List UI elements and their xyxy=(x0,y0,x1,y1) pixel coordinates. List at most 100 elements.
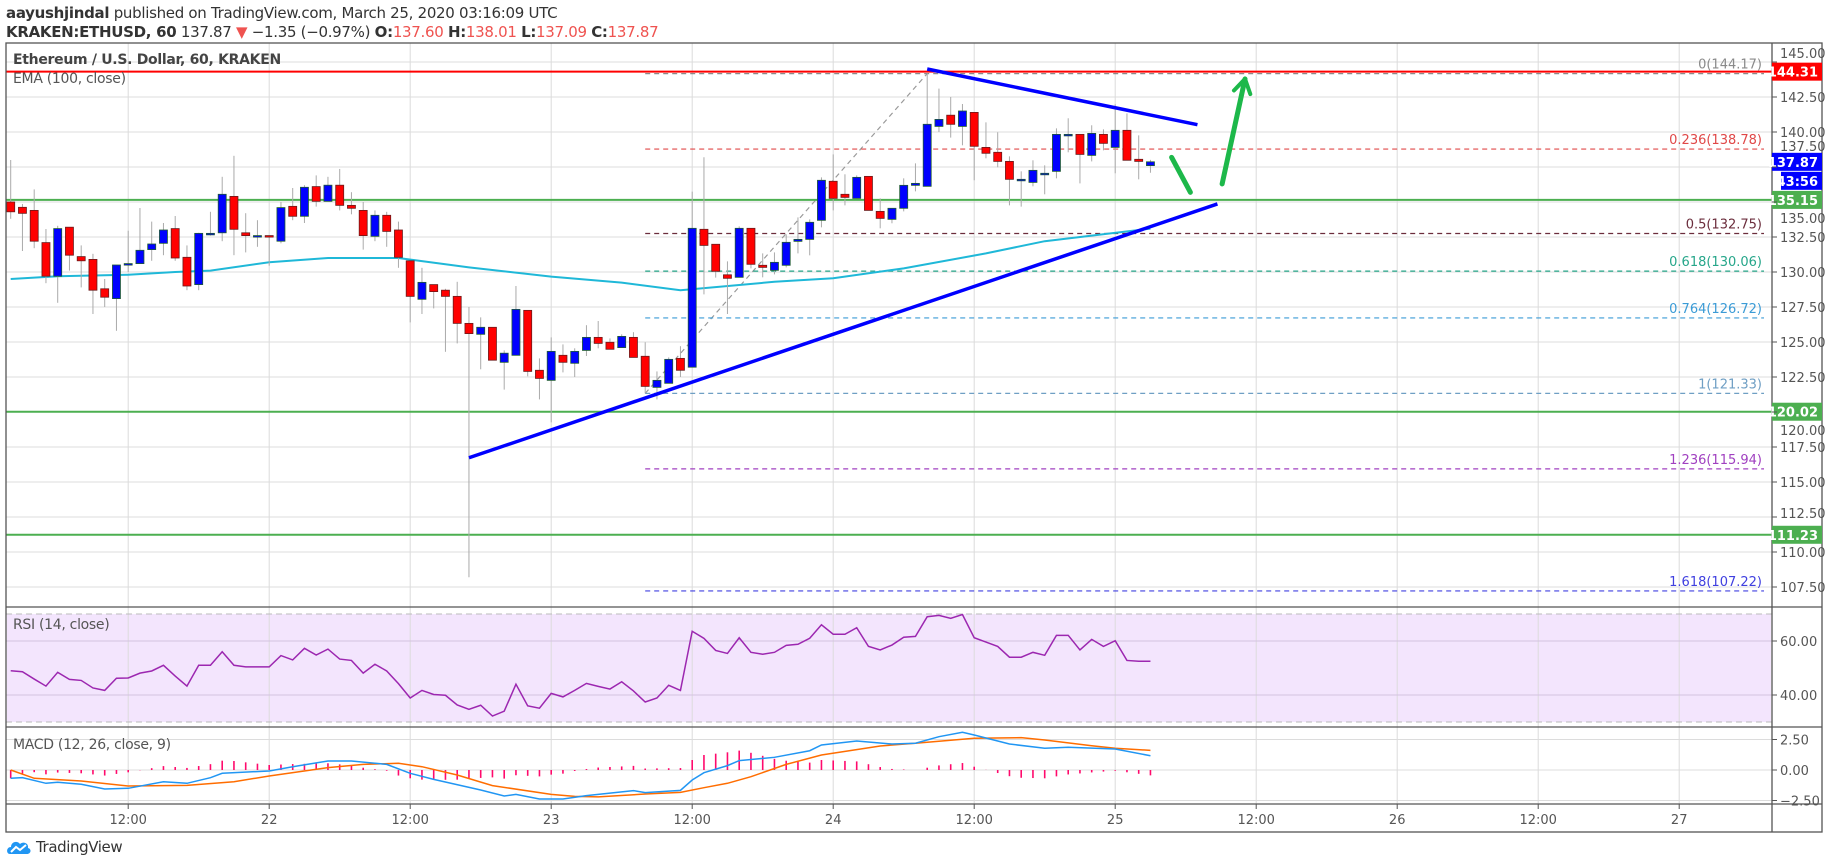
candle-body-up xyxy=(922,123,932,187)
candle-body-up xyxy=(112,264,121,299)
candle xyxy=(335,168,345,211)
candle-body-down xyxy=(358,209,368,236)
candle-body-up xyxy=(546,350,556,381)
time-axis-label: 25 xyxy=(1107,813,1124,828)
arrow-up-icon xyxy=(1231,76,1253,97)
time-axis-label: 12:00 xyxy=(1237,813,1274,828)
candle xyxy=(840,174,850,206)
fib-level-label: 0.764(126.72) xyxy=(1669,302,1762,317)
candle-body-up xyxy=(123,263,133,266)
pane-frames xyxy=(5,42,1823,833)
last-price-tag-bg xyxy=(1772,152,1822,171)
candle-body-down xyxy=(840,193,850,198)
candle xyxy=(1122,113,1132,161)
candle xyxy=(499,350,509,390)
author-name[interactable]: aayushjindal xyxy=(6,4,110,22)
time-axis-label: 12:00 xyxy=(955,813,992,828)
candle-body-up xyxy=(582,336,591,351)
candle xyxy=(958,104,967,146)
candle xyxy=(1075,133,1085,184)
candle-body-down xyxy=(65,226,74,256)
support-price-tag-text: 111.23 xyxy=(1768,529,1818,544)
candle xyxy=(288,188,298,221)
candle-body-up xyxy=(734,227,744,278)
candle-body-down xyxy=(6,201,16,213)
candle-body-down xyxy=(523,309,533,372)
macd-legend[interactable]: MACD (12, 26, close, 9) xyxy=(13,737,171,753)
candle-body-up xyxy=(958,110,967,127)
candle xyxy=(429,284,439,309)
price-axis-label: 137.50 xyxy=(1780,140,1826,155)
candle-body-down xyxy=(1099,133,1108,144)
chart-title: Ethereum / U.S. Dollar, 60, KRAKEN xyxy=(13,52,281,68)
price-axis-label: 130.00 xyxy=(1780,266,1826,281)
candle xyxy=(300,185,309,223)
candle xyxy=(828,154,838,211)
fib-level-label: 0(144.17) xyxy=(1698,58,1762,73)
support-price-tag-bg xyxy=(1772,525,1822,544)
candle-body-down xyxy=(241,232,251,237)
candle xyxy=(946,97,956,138)
candle-body-down xyxy=(335,184,345,206)
close-value: 137.87 xyxy=(607,23,659,41)
candle-body-down xyxy=(100,288,110,298)
price-axis-label: 120.00 xyxy=(1780,424,1826,439)
candle xyxy=(88,253,98,314)
candle-body-up xyxy=(781,241,791,266)
candle xyxy=(18,203,27,251)
tradingview-logo[interactable]: TradingView xyxy=(6,838,123,856)
candle xyxy=(264,235,274,266)
candle xyxy=(852,175,862,199)
close-label: C: xyxy=(591,23,608,41)
candle-body-down xyxy=(711,243,721,272)
fib-level-label: 0.618(130.06) xyxy=(1669,255,1762,270)
candle xyxy=(147,221,157,261)
candle xyxy=(723,261,732,314)
candle-body-down xyxy=(488,326,497,361)
candle xyxy=(1028,160,1038,187)
time-axis-label: 12:00 xyxy=(109,813,146,828)
resistance-price-tag-bg xyxy=(1772,62,1822,81)
macd-line xyxy=(10,731,1151,800)
rsi-legend[interactable]: RSI (14, close) xyxy=(13,617,110,633)
price-axis-label: 107.50 xyxy=(1780,581,1826,596)
macd-axis-label: −2.50 xyxy=(1780,795,1820,810)
candle xyxy=(1146,159,1155,173)
candle-body-down xyxy=(1122,129,1132,161)
candle xyxy=(640,342,650,394)
candle xyxy=(112,264,121,331)
candle xyxy=(570,348,580,377)
rsi-axis-label: 40.00 xyxy=(1780,689,1817,704)
candle-body-up xyxy=(887,207,897,220)
ema-legend[interactable]: EMA (100, close) xyxy=(13,71,126,87)
candle-body-down xyxy=(875,210,885,219)
support-price-tag-bg xyxy=(1772,402,1822,421)
candle xyxy=(76,245,86,288)
candle xyxy=(182,245,192,291)
candle-body-up xyxy=(1016,178,1026,182)
fib-level-label: 1.236(115.94) xyxy=(1669,453,1762,468)
candle xyxy=(65,226,74,271)
candle xyxy=(535,358,544,400)
green-arrow-line xyxy=(1169,154,1193,195)
candle-body-up xyxy=(253,235,262,238)
candle xyxy=(734,226,744,278)
rsi-band xyxy=(7,614,1771,722)
candle xyxy=(969,112,979,181)
candle xyxy=(546,337,556,423)
candle-body-down xyxy=(1075,133,1085,155)
candle xyxy=(981,122,991,159)
time-axis-label: 24 xyxy=(825,813,842,828)
candle xyxy=(1063,118,1073,153)
candle xyxy=(159,223,168,256)
support-price-tag: 111.23 xyxy=(1768,525,1822,544)
candle-body-down xyxy=(405,260,415,297)
candle xyxy=(229,155,239,256)
falling-resistance-trendline xyxy=(926,67,1198,127)
candle xyxy=(1052,128,1061,179)
bar-countdown-tag-bg xyxy=(1781,171,1822,190)
time-axis-label: 27 xyxy=(1671,813,1688,828)
candle xyxy=(805,219,815,256)
time-axis-label: 23 xyxy=(543,813,560,828)
